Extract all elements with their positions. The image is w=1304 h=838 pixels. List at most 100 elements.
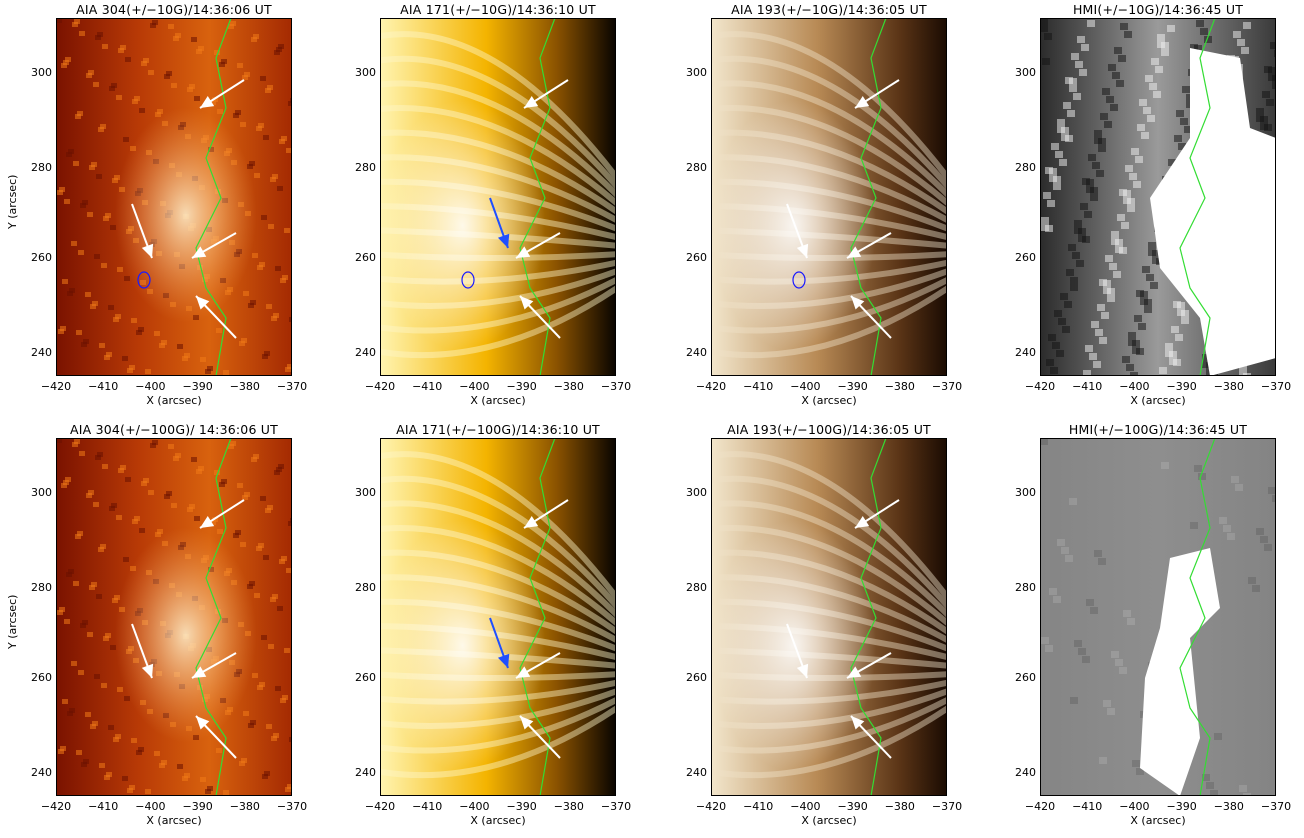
- panel-title: HMI(+/−100G)/14:36:45 UT: [1068, 422, 1248, 437]
- y-tick-label: 280: [1015, 581, 1036, 594]
- y-tick-label: 300: [355, 66, 376, 79]
- arrow-blue: [489, 197, 510, 249]
- panel-title: HMI(+/−10G)/14:36:45 UT: [1072, 2, 1244, 17]
- panel-title: AIA 193(+/−100G)/14:36:05 UT: [727, 422, 931, 437]
- solar-image: [1040, 438, 1276, 796]
- arrow-lower: [195, 715, 237, 759]
- x-tick-label: −400: [459, 800, 490, 813]
- panel-p2: AIA 171(+/−10G)/14:36:10 UT 300 280 260 240 −…: [324, 0, 631, 410]
- y-tick-label: 280: [355, 581, 376, 594]
- arrow-middle: [846, 652, 892, 679]
- panel-p3: AIA 193(+/−10G)/14:36:05 UT 300 280 260 240 −…: [655, 0, 962, 410]
- arrow-middle: [191, 652, 237, 679]
- y-tick-label: 240: [31, 766, 52, 779]
- x-tick-label: −370: [1260, 380, 1292, 393]
- x-tick-label: −390: [182, 380, 213, 393]
- x-axis-title: X (arcsec): [470, 814, 526, 827]
- y-tick-label: 240: [31, 346, 52, 359]
- arrow-upper: [199, 499, 245, 529]
- green-contour: [850, 18, 887, 376]
- x-tick-label: −380: [229, 380, 260, 393]
- y-tick-label: 240: [355, 346, 376, 359]
- x-tick-label: −390: [182, 800, 213, 813]
- y-tick-label: 280: [1015, 161, 1036, 174]
- arrow-upper: [854, 79, 900, 109]
- solar-image: [711, 18, 947, 376]
- y-tick-label: 300: [355, 486, 376, 499]
- y-tick-label: 260: [355, 671, 376, 684]
- x-tick-label: −410: [412, 380, 443, 393]
- y-tick-label: 260: [31, 671, 52, 684]
- green-contour: [519, 18, 556, 376]
- y-tick-label: 260: [686, 671, 707, 684]
- green-contour: [519, 438, 556, 796]
- green-contour: [1179, 438, 1216, 796]
- solar-image: [380, 18, 616, 376]
- arrow-upper: [199, 79, 245, 109]
- arrow-blue: [489, 617, 510, 669]
- y-tick-label: 240: [686, 346, 707, 359]
- x-tick-label: −390: [837, 380, 868, 393]
- blue-contour: [461, 271, 475, 289]
- x-axis-title: X (arcsec): [146, 394, 202, 407]
- blue-contour: [792, 271, 806, 289]
- y-axis-title: Y (arcsec): [6, 174, 19, 229]
- x-axis-title: X (arcsec): [470, 394, 526, 407]
- x-tick-label: −390: [1166, 380, 1197, 393]
- blue-contour: [137, 271, 151, 289]
- x-tick-label: −420: [1024, 380, 1056, 393]
- y-tick-label: 280: [686, 161, 707, 174]
- x-tick-label: −410: [743, 800, 774, 813]
- arrow-lower: [850, 295, 892, 339]
- x-tick-label: −390: [1166, 800, 1197, 813]
- x-tick-label: −370: [931, 800, 963, 813]
- x-tick-label: −400: [790, 380, 821, 393]
- x-tick-label: −370: [1260, 800, 1292, 813]
- solar-image: [56, 438, 292, 796]
- panel-title: AIA 171(+/−100G)/14:36:10 UT: [396, 422, 600, 437]
- y-tick-label: 240: [1015, 346, 1036, 359]
- arrow-left: [131, 623, 154, 679]
- x-tick-label: −420: [40, 800, 72, 813]
- arrow-lower: [519, 295, 561, 339]
- y-tick-label: 280: [686, 581, 707, 594]
- panel-p5: AIA 304(+/−100G)/ 14:36:06 UT 300 280 260 24…: [0, 420, 307, 830]
- x-axis-title: X (arcsec): [1130, 394, 1186, 407]
- y-tick-label: 280: [355, 161, 376, 174]
- x-axis-title: X (arcsec): [801, 394, 857, 407]
- x-tick-label: −410: [1072, 800, 1103, 813]
- x-axis-title: X (arcsec): [801, 814, 857, 827]
- solar-image: [1040, 18, 1276, 376]
- x-tick-label: −400: [135, 380, 166, 393]
- x-tick-label: −380: [884, 800, 915, 813]
- bright-core: [711, 18, 947, 376]
- x-tick-label: −380: [229, 800, 260, 813]
- arrow-upper: [523, 79, 569, 109]
- x-tick-label: −390: [506, 380, 537, 393]
- y-tick-label: 300: [686, 66, 707, 79]
- y-tick-label: 300: [31, 66, 52, 79]
- arrow-middle: [515, 232, 561, 259]
- y-tick-label: 240: [686, 766, 707, 779]
- panel-title: AIA 193(+/−10G)/14:36:05 UT: [731, 2, 927, 17]
- x-tick-label: −380: [1213, 800, 1244, 813]
- y-tick-label: 260: [31, 251, 52, 264]
- y-tick-label: 280: [31, 161, 52, 174]
- arrow-lower: [850, 715, 892, 759]
- arrow-upper: [854, 499, 900, 529]
- panel-title: AIA 304(+/−100G)/ 14:36:06 UT: [70, 422, 278, 437]
- y-tick-label: 300: [1015, 66, 1036, 79]
- magnetogram-texture: [1040, 438, 1276, 796]
- arrow-middle: [846, 232, 892, 259]
- panel-title: AIA 304(+/−10G)/14:36:06 UT: [76, 2, 272, 17]
- arrow-middle: [515, 652, 561, 679]
- arrow-left: [786, 203, 809, 259]
- x-tick-label: −370: [600, 380, 632, 393]
- x-axis-title: X (arcsec): [1130, 814, 1186, 827]
- bright-core: [56, 438, 292, 796]
- y-tick-label: 300: [31, 486, 52, 499]
- solar-image: [380, 438, 616, 796]
- panel-p8: HMI(+/−100G)/14:36:45 UT 300 280 260 240 −420…: [984, 420, 1291, 830]
- arrow-lower: [519, 715, 561, 759]
